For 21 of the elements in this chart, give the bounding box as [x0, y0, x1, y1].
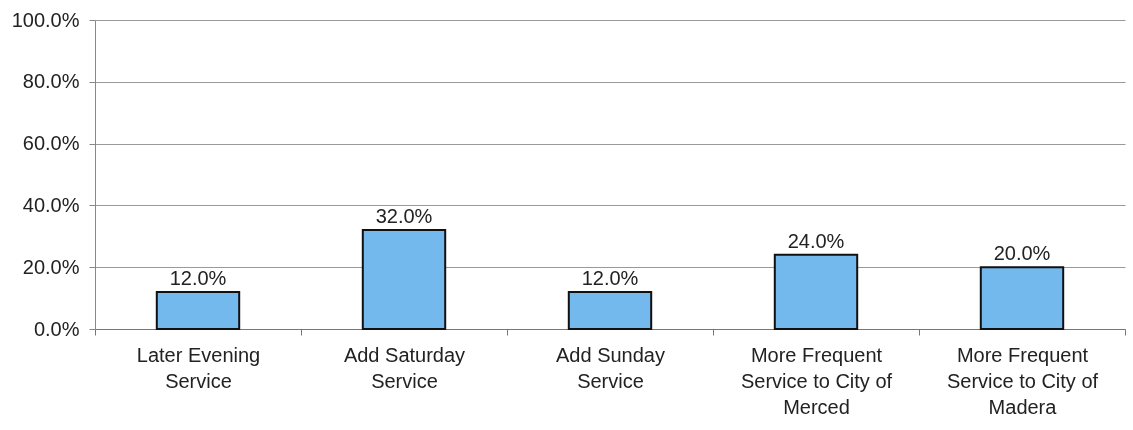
bar	[979, 266, 1065, 330]
bar	[155, 290, 241, 330]
data-label: 32.0%	[375, 205, 433, 228]
bar	[361, 229, 447, 330]
x-tick-label: More Frequent Service to City of Madera	[946, 343, 1099, 418]
y-tick-label: 40.0%	[22, 193, 80, 216]
data-label: 20.0%	[993, 242, 1051, 265]
y-tick-label: 80.0%	[22, 70, 80, 93]
x-tick-label: More Frequent Service to City of Merced	[740, 343, 893, 418]
y-tick-label: 100.0%	[11, 8, 80, 31]
bar	[567, 290, 653, 330]
y-tick-label: 60.0%	[22, 132, 80, 155]
x-tick-label: Add Sunday Service	[556, 343, 665, 392]
y-tick-label: 0.0%	[33, 317, 80, 340]
data-label: 24.0%	[787, 229, 845, 252]
data-label: 12.0%	[169, 266, 227, 289]
data-label: 12.0%	[581, 266, 639, 289]
x-tick-label: Later Evening Service	[136, 343, 261, 392]
y-tick-label: 20.0%	[22, 255, 80, 278]
bar	[773, 253, 859, 330]
x-tick-label: Add Saturday Service	[343, 343, 466, 392]
